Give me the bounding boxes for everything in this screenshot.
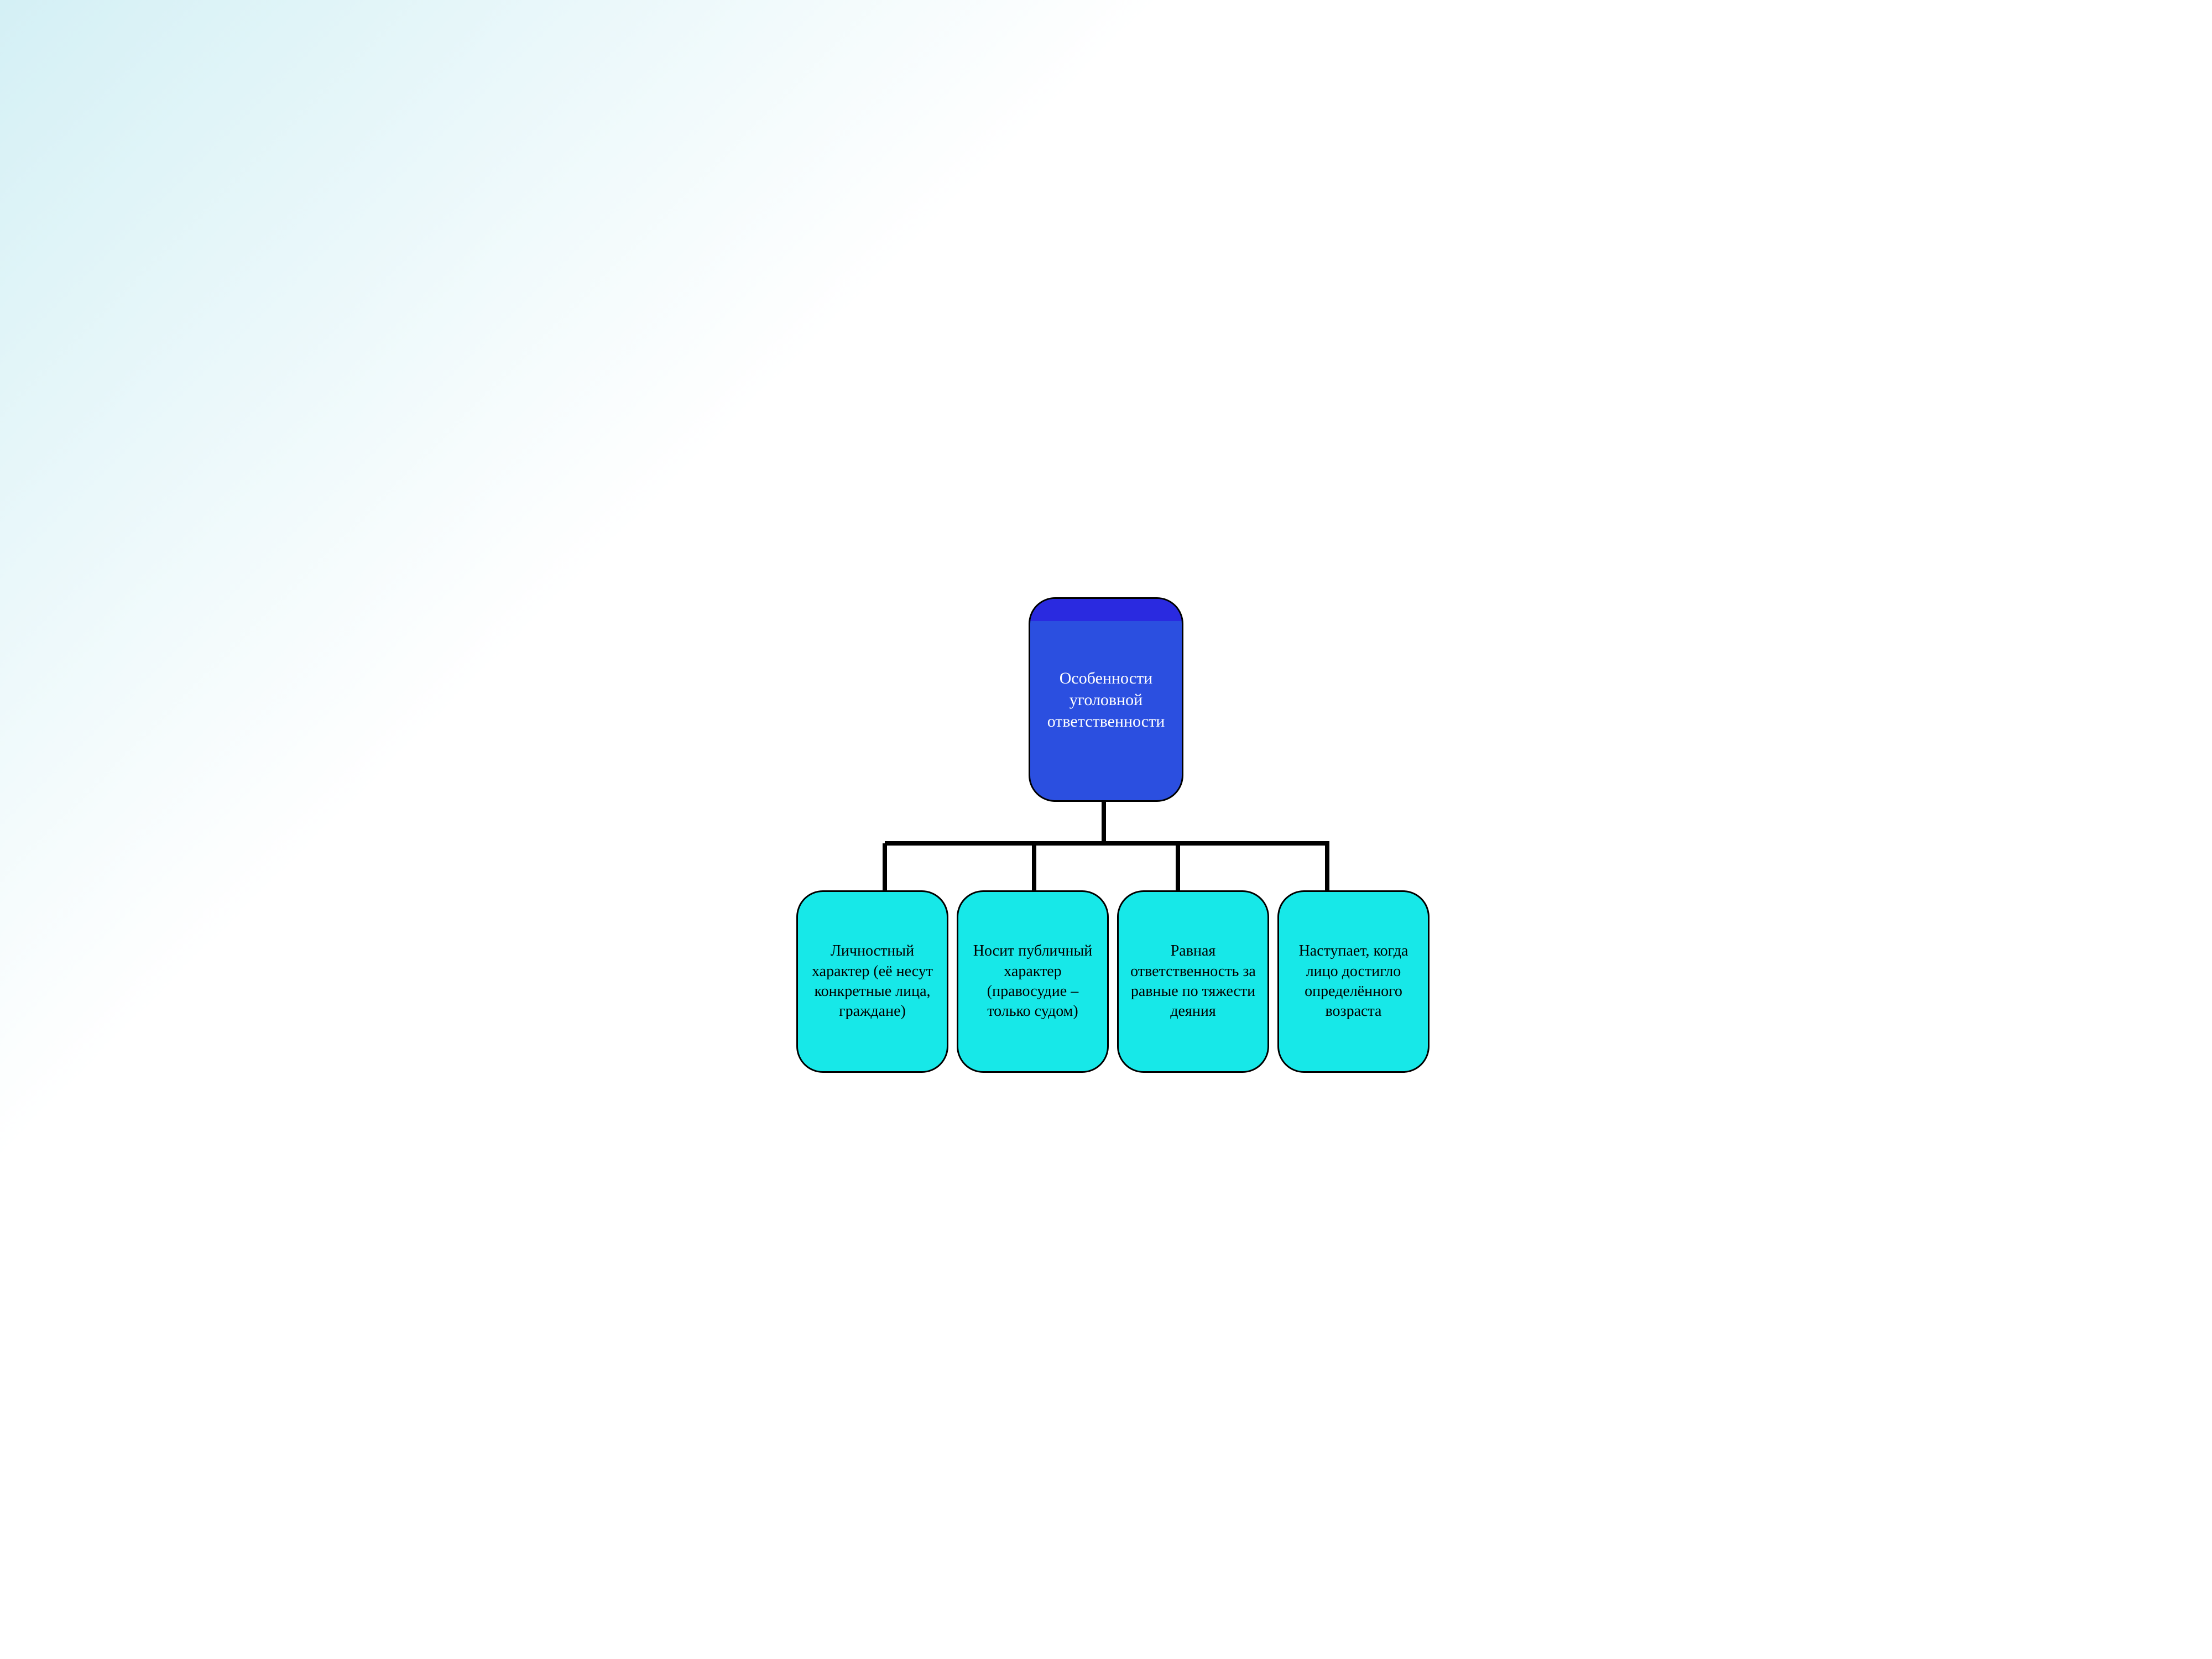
child-node-label: Носит публичный характер (правосудие – т…: [965, 941, 1100, 1022]
connector-drop-2: [1032, 843, 1036, 890]
child-node-label: Наступает, когда лицо достигло определён…: [1286, 941, 1421, 1022]
root-node: Особенности уголовной ответственности: [1029, 597, 1183, 802]
child-node-1: Личностный характер (её несут конкретные…: [796, 890, 948, 1073]
root-node-header: [1030, 599, 1182, 621]
connector-drop-4: [1325, 843, 1329, 890]
connector-drop-3: [1176, 843, 1180, 890]
diagram-canvas: Особенности уголовной ответственности Ли…: [774, 581, 1438, 1078]
connector-horizontal: [885, 841, 1329, 846]
child-node-2: Носит публичный характер (правосудие – т…: [957, 890, 1109, 1073]
child-node-4: Наступает, когда лицо достигло определён…: [1277, 890, 1430, 1073]
root-node-label: Особенности уголовной ответственности: [1037, 667, 1175, 732]
child-node-label: Личностный характер (её несут конкретные…: [805, 941, 940, 1022]
connector-drop-1: [883, 843, 887, 890]
child-node-3: Равная ответственность за равные по тяже…: [1117, 890, 1269, 1073]
child-node-label: Равная ответственность за равные по тяже…: [1125, 941, 1261, 1022]
connector-stem: [1102, 802, 1106, 843]
